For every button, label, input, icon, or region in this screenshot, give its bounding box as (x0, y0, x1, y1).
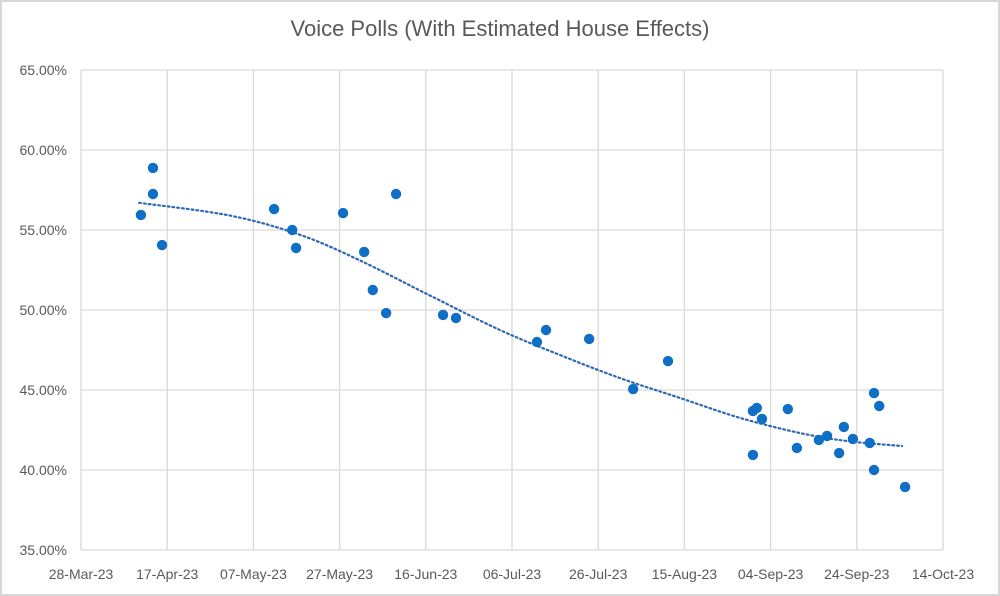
data-point (782, 403, 794, 415)
y-tick-label: 35.00% (20, 542, 67, 558)
data-point (390, 188, 402, 200)
y-tick-label: 65.00% (20, 62, 67, 78)
y-tick-label: 50.00% (20, 302, 67, 318)
data-point (147, 188, 159, 200)
data-point (437, 309, 449, 321)
data-point (662, 355, 674, 367)
data-point (450, 312, 462, 324)
y-tick-label: 45.00% (20, 382, 67, 398)
y-tick-label: 40.00% (20, 462, 67, 478)
data-point (821, 430, 833, 442)
x-tick-label: 24-Sep-23 (824, 566, 890, 582)
data-point (583, 333, 595, 345)
x-tick-label: 07-May-23 (220, 566, 287, 582)
x-tick-label: 06-Jul-23 (483, 566, 542, 582)
data-point (833, 447, 845, 459)
data-point (290, 242, 302, 254)
data-point (874, 400, 885, 412)
grid-lines (80, 69, 944, 551)
data-point (868, 387, 880, 399)
x-axis-ticks: 28-Mar-23 17-Apr-23 07-May-23 27-May-23 16-J… (49, 566, 975, 582)
x-tick-label: 04-Sep-23 (738, 566, 804, 582)
data-point (540, 324, 552, 336)
data-point (813, 434, 825, 446)
x-tick-label: 27-May-23 (306, 566, 373, 582)
x-tick-label: 15-Aug-23 (652, 566, 718, 582)
data-point (868, 464, 880, 476)
data-point (899, 481, 911, 493)
data-point (156, 239, 168, 251)
data-point (864, 437, 875, 449)
data-point (135, 209, 147, 221)
data-point (367, 284, 378, 296)
data-point (756, 413, 768, 425)
data-point (747, 449, 759, 461)
data-point (627, 383, 639, 395)
data-point (791, 442, 803, 454)
data-points (135, 162, 911, 493)
data-point (358, 246, 370, 258)
x-tick-label: 14-Oct-23 (912, 566, 974, 582)
x-tick-label: 26-Jul-23 (569, 566, 628, 582)
x-tick-label: 28-Mar-23 (49, 566, 114, 582)
data-point (838, 421, 850, 433)
chart-title: Voice Polls (With Estimated House Effect… (290, 16, 710, 41)
data-point (286, 224, 298, 236)
data-point (847, 433, 859, 445)
data-point (380, 307, 392, 319)
y-tick-label: 55.00% (20, 222, 67, 238)
data-point (337, 207, 349, 219)
data-point (147, 162, 159, 174)
y-tick-label: 60.00% (20, 142, 67, 158)
data-point (751, 402, 763, 414)
x-tick-label: 17-Apr-23 (136, 566, 198, 582)
data-point (268, 203, 280, 215)
y-axis-ticks: 35.00% 40.00% 45.00% 50.00% 55.00% 60.00% 65.0… (20, 62, 67, 558)
x-tick-label: 16-Jun-23 (394, 566, 457, 582)
data-point (531, 336, 543, 348)
